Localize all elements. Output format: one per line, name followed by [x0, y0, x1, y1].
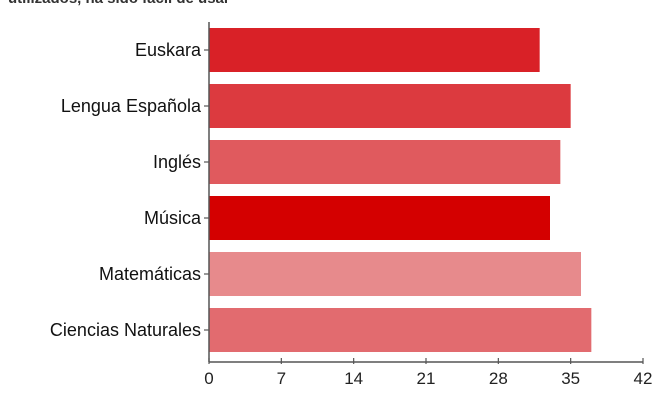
ticks-layer: 0 7 14 21 28 35 42	[204, 49, 653, 388]
category-label-5: Ciencias Naturales	[50, 320, 201, 340]
category-label-3: Música	[144, 208, 202, 228]
cropped-question-caption: utilizados, ha sido fácil de usar	[8, 0, 528, 8]
x-tick-label-3: 21	[417, 369, 436, 388]
category-label-1: Lengua Española	[61, 96, 202, 116]
x-tick-label-5: 35	[561, 369, 580, 388]
category-label-0: Euskara	[135, 40, 202, 60]
x-tick-label-6: 42	[634, 369, 653, 388]
category-label-2: Inglés	[153, 152, 201, 172]
x-tick-label-4: 28	[489, 369, 508, 388]
x-tick-label-0: 0	[204, 369, 213, 388]
bar-5	[209, 308, 592, 352]
bar-0	[209, 28, 540, 72]
bar-2	[209, 140, 561, 184]
bar-1	[209, 84, 571, 128]
labels-layer: Euskara Lengua Española Inglés Música Matemá…	[50, 40, 202, 340]
bar-3	[209, 196, 550, 240]
category-label-4: Matemáticas	[99, 264, 201, 284]
x-tick-label-2: 14	[344, 369, 363, 388]
x-tick-label-1: 7	[277, 369, 286, 388]
bar-4	[209, 252, 581, 296]
bars-layer	[209, 28, 592, 352]
